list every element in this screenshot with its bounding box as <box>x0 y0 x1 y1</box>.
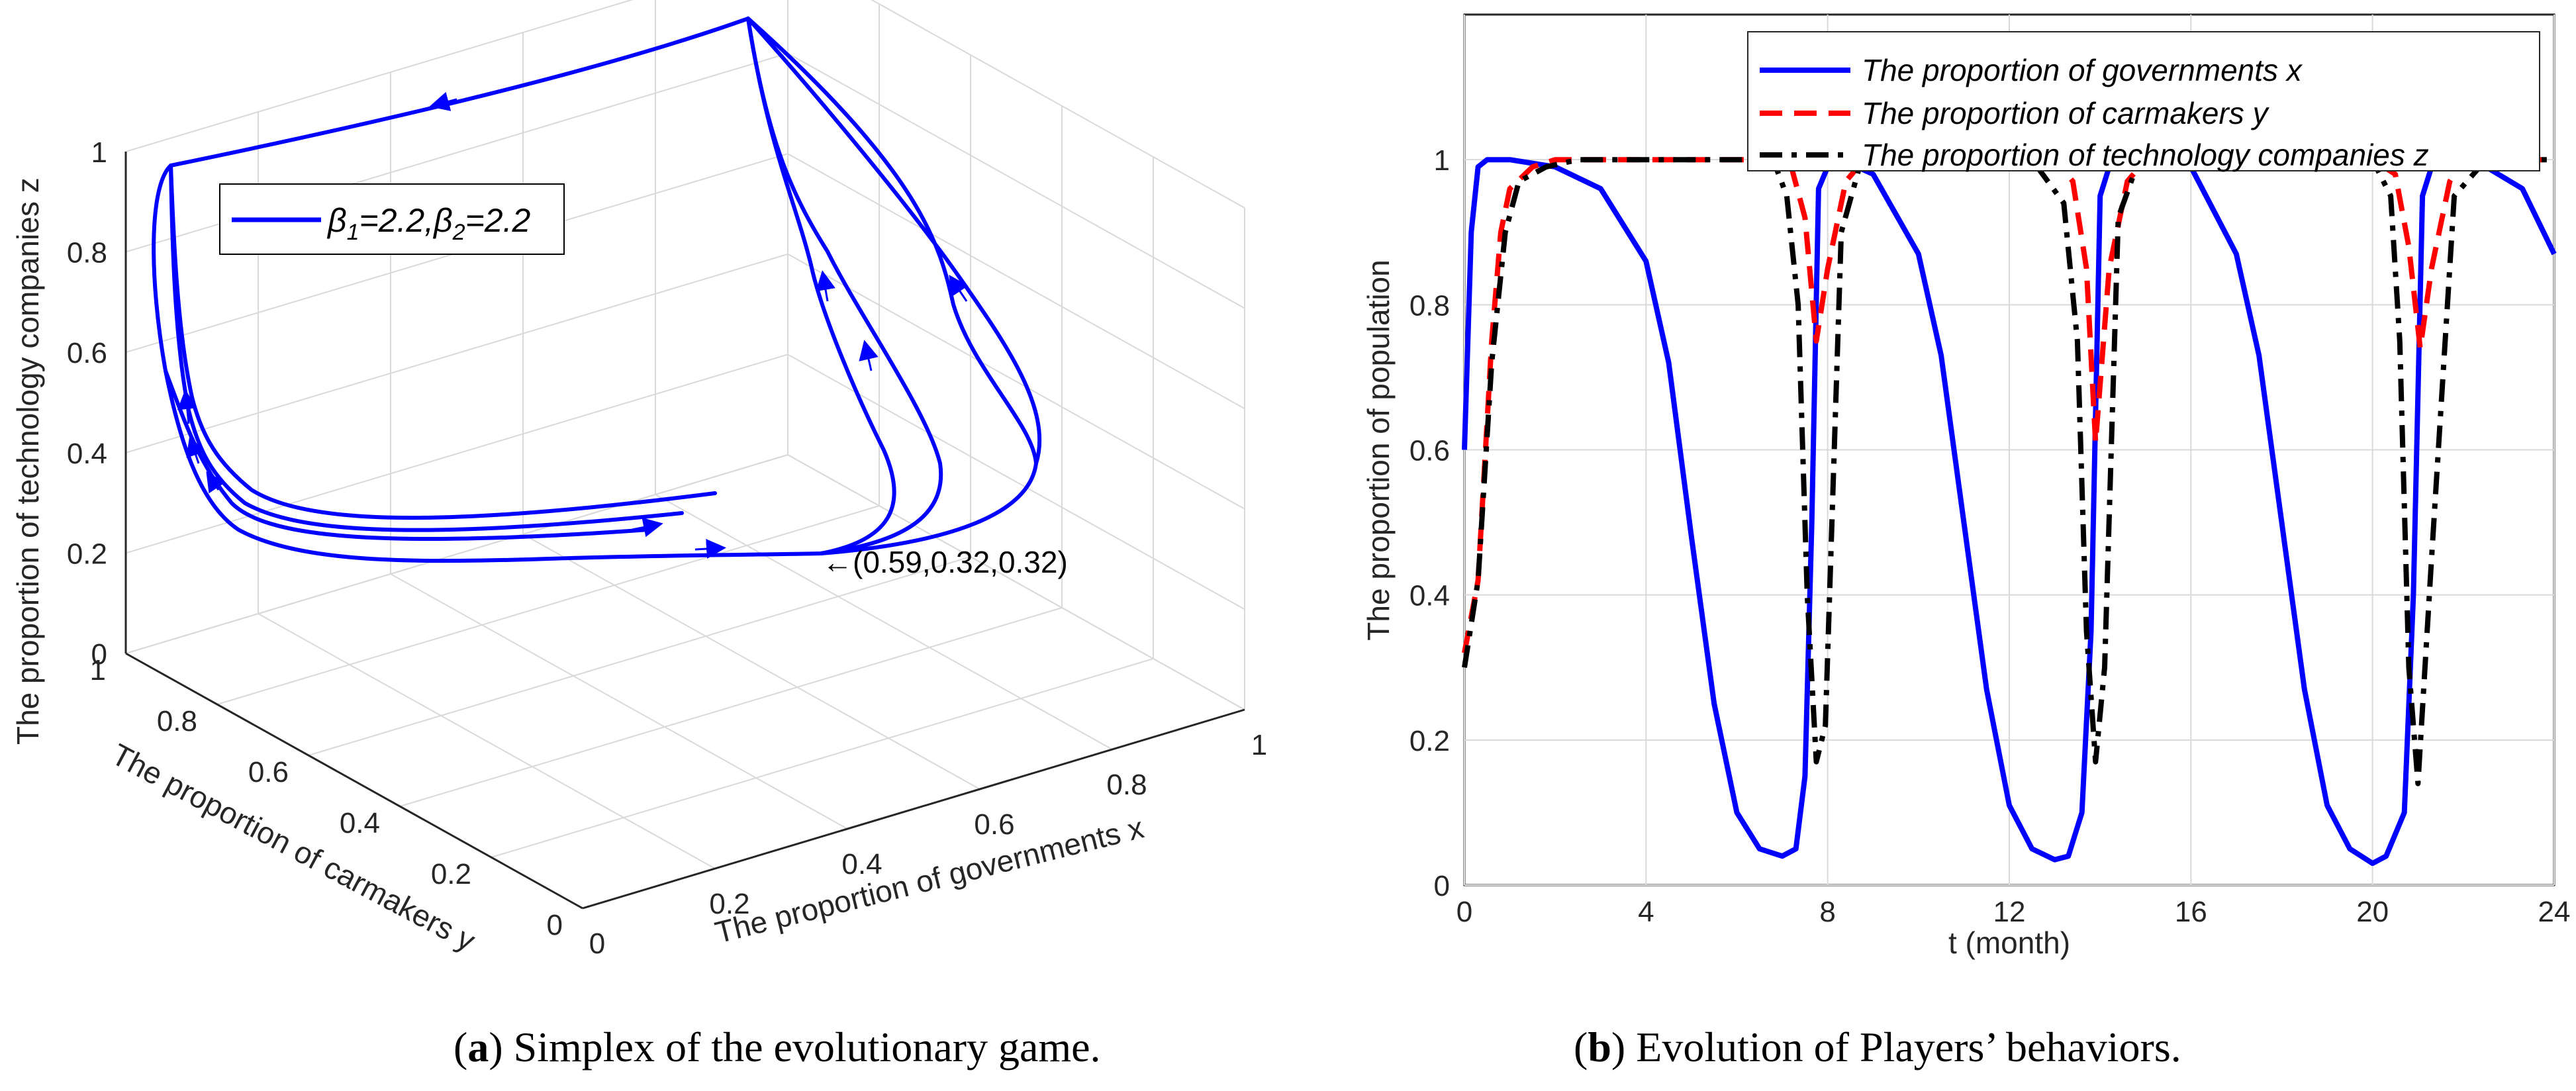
trajectory-path-6 <box>164 369 651 542</box>
trajectory-path-1 <box>746 17 943 555</box>
simplex-legend: β1=2.2,β2=2.2 <box>219 183 565 255</box>
simplex-x-tick-label: 0.4 <box>841 848 882 880</box>
x-tick-label: 8 <box>1819 896 1835 928</box>
simplex-z-tick-label: 0.2 <box>67 538 107 570</box>
simplex-z-tick-label: 0.4 <box>67 438 107 470</box>
trajectory-arrow-4 <box>859 340 879 371</box>
simplex-grid-line <box>871 0 1245 209</box>
trajectory-arrow-0 <box>429 91 457 111</box>
trajectory-arrow-2 <box>694 539 726 559</box>
trajectory-arrow-7 <box>186 436 205 464</box>
x-tick-label: 4 <box>1638 896 1654 928</box>
simplex-grid-line <box>655 494 1113 750</box>
simplex-y-tick-label: 0.6 <box>248 756 289 788</box>
caption-b-label: b <box>1588 1023 1611 1070</box>
simplex-z-tick-label: 0 <box>91 638 107 671</box>
simplex-xlabel: The proportion of governments x <box>712 810 1147 949</box>
simplex-trajectories <box>152 16 1042 563</box>
caption-a-text: ) Simplex of the evolutionary game. <box>489 1023 1101 1070</box>
simplex-grid-line <box>399 607 1063 807</box>
plot-legend: The proportion of governments x The prop… <box>1747 31 2540 172</box>
simplex-grid-line <box>125 0 634 152</box>
plot-tick-labels: 0 4 8 12 16 20 24 0 0.2 0.4 0.6 0.8 1 <box>1409 144 2571 928</box>
simplex-x-tick-label: 0.2 <box>709 888 749 920</box>
legend-label-tech-companies: The proportion of technology companies z <box>1862 138 2429 172</box>
legend-label-governments: The proportion of governments x <box>1862 53 2303 87</box>
simplex-tick-labels: 00.20.40.60.8100.20.40.60.8100.20.40.60.… <box>67 136 1267 960</box>
simplex-z-tick-label: 1 <box>91 136 107 169</box>
trajectory-path-3 <box>746 17 1042 465</box>
trajectory-arrow-6 <box>177 389 197 424</box>
x-tick-label: 24 <box>2538 896 2571 928</box>
simplex-x-tick-label: 0.6 <box>974 808 1014 841</box>
simplex-axes <box>124 152 1245 910</box>
plot-xlabel: t (month) <box>1948 925 2070 960</box>
caption-a-label: a <box>467 1023 489 1070</box>
simplex-axis-line <box>582 708 1245 910</box>
trajectory-arrow-1 <box>632 517 663 538</box>
y-tick-label: 1 <box>1434 144 1450 177</box>
simplex-grid <box>125 0 1245 909</box>
simplex-z-tick-label: 0.8 <box>67 237 107 269</box>
simplex-grid-line <box>125 454 788 654</box>
trajectory-path-5 <box>169 164 717 520</box>
y-tick-label: 0.2 <box>1409 725 1450 757</box>
y-tick-label: 0.4 <box>1409 580 1450 612</box>
simplex-y-tick-label: 0 <box>547 909 563 941</box>
simplex-3d-plot: 00.20.40.60.8100.20.40.60.8100.20.40.60.… <box>11 0 1267 960</box>
trajectory-path-2 <box>746 17 896 555</box>
simplex-y-tick-label: 0.2 <box>431 858 471 890</box>
simplex-grid-line <box>390 573 848 830</box>
simplex-start-annotation: ←(0.59,0.32,0.32) <box>822 545 1068 579</box>
x-tick-label: 0 <box>1456 896 1472 928</box>
simplex-x-tick-label: 0 <box>589 927 605 960</box>
caption-a: (a) Simplex of the evolutionary game. <box>453 1023 1101 1070</box>
trajectory-arrow-3 <box>816 270 835 302</box>
simplex-grid-line <box>787 253 1245 510</box>
simplex-ylabel: The proportion of carmakers y <box>106 737 481 958</box>
simplex-grid-line <box>258 613 716 869</box>
x-tick-label: 16 <box>2175 896 2207 928</box>
caption-b-text: ) Evolution of Players’ behaviors. <box>1611 1023 2181 1070</box>
simplex-grid-line <box>787 454 1245 710</box>
simplex-legend-label: β1=2.2,β2=2.2 <box>326 202 530 245</box>
series-line-2 <box>1462 157 2554 786</box>
trajectory-arrow-8 <box>206 471 226 494</box>
legend-label-carmakers: The proportion of carmakers y <box>1862 96 2270 130</box>
simplex-zlabel: The proportion of technology companies z <box>11 177 45 745</box>
trajectory-path-0 <box>152 16 1039 563</box>
trajectory-arrow-5 <box>949 275 969 302</box>
x-tick-label: 12 <box>1993 896 2026 928</box>
simplex-grid-line <box>787 52 1245 309</box>
simplex-grid-line <box>787 153 1245 410</box>
y-tick-label: 0 <box>1434 870 1450 902</box>
simplex-z-tick-label: 0.6 <box>67 337 107 369</box>
y-tick-label: 0.6 <box>1409 435 1450 467</box>
simplex-y-tick-label: 0.4 <box>340 807 380 839</box>
time-series-plot: 0 4 8 12 16 20 24 0 0.2 0.4 0.6 0.8 1 t (month) The … <box>1361 13 2571 960</box>
simplex-grid-line <box>125 354 788 554</box>
simplex-grid-line <box>787 354 1245 610</box>
simplex-grid-line <box>125 253 788 453</box>
simplex-y-tick-label: 0.8 <box>157 705 197 737</box>
simplex-x-tick-label: 0.8 <box>1106 769 1147 801</box>
series-line-0 <box>1462 157 2557 867</box>
simplex-grid-line <box>216 505 880 705</box>
plot-ylabel: The proportion of population <box>1361 260 1396 640</box>
simplex-y-tick-label: 1 <box>90 654 106 687</box>
caption-b: (b) Evolution of Players’ behaviors. <box>1574 1023 2181 1070</box>
simplex-grid-line <box>491 658 1154 858</box>
simplex-x-tick-label: 1 <box>1251 729 1267 761</box>
simplex-grid-line <box>522 534 980 790</box>
y-tick-label: 0.8 <box>1409 289 1450 322</box>
simplex-axis-line <box>125 652 583 910</box>
simplex-grid-line <box>308 556 971 756</box>
x-tick-label: 20 <box>2356 896 2389 928</box>
